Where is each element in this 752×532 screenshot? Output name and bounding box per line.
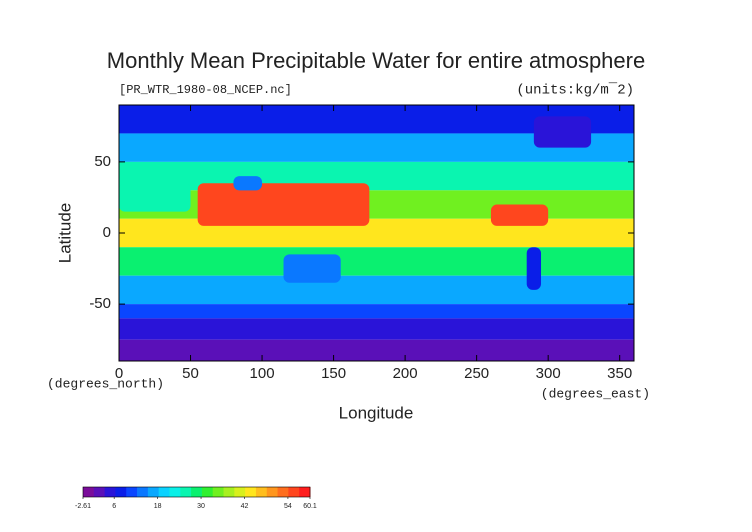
colorbar-swatch (147, 487, 160, 497)
colorbar-swatch (223, 487, 235, 497)
y-tick-label: -50 (89, 295, 111, 312)
colorbar-swatch (277, 487, 289, 497)
colorbar-swatch (299, 487, 311, 497)
x-tick-label: 0 (115, 365, 123, 382)
x-unit: (degrees_east) (541, 386, 650, 401)
colorbar-swatch (93, 487, 106, 497)
colorbar-swatch (191, 487, 203, 497)
field-patch (233, 176, 263, 191)
colorbar-frame (82, 486, 311, 498)
subtitle: [PR_WTR_1980-08_NCEP.nc] (119, 83, 292, 97)
colorbar-swatch (158, 487, 170, 497)
y-tick-label: 50 (94, 153, 111, 170)
x-axis-label: Longitude (339, 403, 414, 422)
colorbar-label: 60.1 (303, 503, 317, 510)
colorbar-label: 42 (241, 503, 249, 510)
colorbar-swatch (212, 487, 225, 497)
y-unit: (degrees_north) (47, 376, 164, 391)
field-patch (197, 183, 370, 226)
units: (units:kg/m¯2) (516, 82, 634, 99)
x-tick-label: 50 (182, 365, 199, 382)
field-band (119, 218, 634, 248)
colorbar-swatch (201, 487, 214, 497)
field-patch (526, 247, 542, 290)
colorbar-swatch (104, 487, 116, 497)
field-patch (283, 254, 341, 283)
colorbar-swatch (234, 487, 246, 497)
x-tick-label: 200 (393, 365, 418, 382)
x-tick-label: 300 (536, 365, 561, 382)
x-tick-label: 150 (321, 365, 346, 382)
colorbar-swatch (83, 487, 95, 497)
x-tick-label: 350 (607, 365, 632, 382)
field-band (119, 304, 634, 319)
colorbar-swatch (169, 487, 181, 497)
colorbar-swatch (255, 487, 268, 497)
colorbar-label: 30 (197, 503, 205, 510)
colorbar-label: -2.61 (75, 503, 91, 510)
colorbar-label: 54 (284, 503, 292, 510)
x-tick-label: 100 (250, 365, 275, 382)
colorbar-label: 6 (112, 503, 116, 510)
field-band (119, 275, 634, 305)
colorbar-swatch (288, 487, 300, 497)
colorbar-swatch (126, 487, 138, 497)
colorbar-swatch (137, 487, 149, 497)
field-patch (533, 116, 592, 148)
field-band (119, 161, 634, 191)
colorbar-swatch (180, 487, 192, 497)
colorbar-swatch (266, 487, 279, 497)
field-band (119, 318, 634, 340)
colorbar-swatch (245, 487, 257, 497)
colorbar-swatch (115, 487, 127, 497)
y-tick-label: 0 (103, 224, 111, 241)
y-axis-label: Latitude (55, 203, 74, 264)
chart-title: Monthly Mean Precipitable Water for enti… (107, 48, 645, 73)
field-patch (119, 183, 191, 212)
field-band (119, 247, 634, 276)
field-patch (490, 204, 549, 226)
x-tick-label: 250 (464, 365, 489, 382)
field-band (119, 339, 634, 361)
colorbar-label: 18 (154, 503, 162, 510)
field-band (119, 190, 634, 219)
